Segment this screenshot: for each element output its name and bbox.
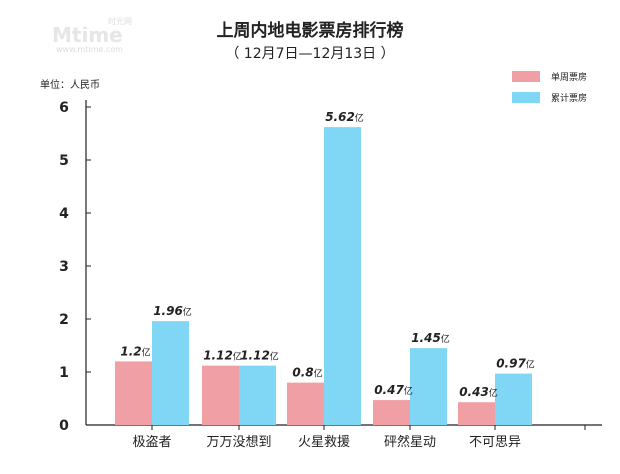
x-tick-label: 万万没想到 — [206, 434, 271, 450]
data-label: 1.45亿 — [411, 331, 450, 345]
y-tick-label: 1 — [59, 365, 69, 381]
x-tick-label: 不可思异 — [469, 435, 521, 450]
bar-weekly — [115, 361, 152, 425]
chart-title: 上周内地电影票房排行榜 — [217, 20, 404, 41]
legend-swatch-series-1 — [512, 71, 540, 82]
data-label: 1.2亿 — [120, 344, 150, 358]
x-ticks: 极盗者 万万没想到 火星救援 砰然星动 不可思异 — [132, 425, 586, 450]
y-ticks: 0 1 2 3 4 5 6 — [59, 100, 91, 434]
data-label: 0.97亿 — [496, 357, 535, 371]
bar-cumulative — [495, 373, 532, 425]
x-tick-label: 砰然星动 — [384, 434, 436, 450]
data-label: 1.12亿 — [240, 349, 279, 363]
bar-cumulative — [324, 127, 361, 425]
unit-label: 单位：人民币 — [40, 78, 100, 91]
data-label: 0.8亿 — [292, 366, 322, 380]
y-tick-label: 2 — [59, 312, 69, 328]
bar-cumulative — [239, 365, 276, 425]
legend-label-series-1: 单周票房 — [551, 71, 587, 83]
legend: 单周票房 累计票房 — [512, 71, 587, 104]
bar-weekly — [458, 402, 495, 425]
bar-weekly — [202, 365, 239, 425]
watermark-logo-sub: 时光网 — [108, 16, 132, 26]
y-tick-label: 4 — [59, 206, 69, 222]
y-tick-label: 5 — [59, 153, 69, 169]
x-tick-label: 极盗者 — [132, 434, 171, 450]
data-label: 0.47亿 — [374, 383, 413, 397]
x-tick-label: 火星救援 — [298, 434, 350, 450]
watermark-url: www.mtime.com — [56, 45, 123, 54]
data-label: 1.12亿 — [203, 349, 242, 363]
data-label: 5.62亿 — [325, 110, 364, 124]
watermark-logo: Mtime 时光网 www.mtime.com — [52, 16, 132, 54]
watermark-logo-text: Mtime — [52, 23, 123, 47]
y-tick-label: 0 — [59, 418, 69, 434]
y-tick-label: 6 — [59, 100, 69, 116]
bar-cumulative — [410, 348, 447, 425]
bar-weekly — [373, 400, 410, 425]
bars — [115, 127, 532, 425]
chart-subtitle: （ 12月7日—12月13日 ） — [225, 46, 394, 62]
bar-weekly — [287, 382, 324, 425]
bar-cumulative — [152, 321, 189, 425]
legend-label-series-2: 累计票房 — [551, 92, 587, 104]
data-label: 1.96亿 — [153, 304, 192, 318]
data-label: 0.43亿 — [459, 385, 498, 399]
legend-swatch-series-2 — [512, 92, 540, 103]
y-tick-label: 3 — [59, 259, 69, 275]
